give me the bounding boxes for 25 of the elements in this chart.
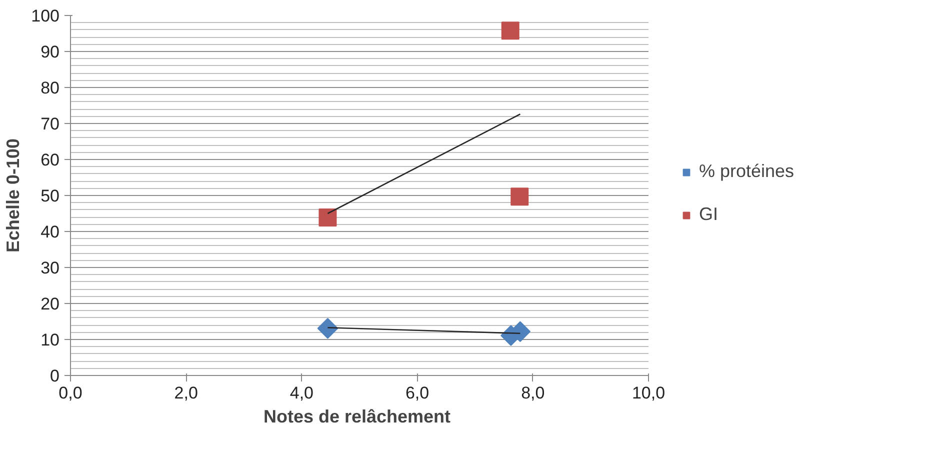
legend-label: GI <box>699 204 719 225</box>
y-tick-label: 40 <box>40 222 60 242</box>
point <box>501 22 520 40</box>
y-tick-label: 90 <box>40 42 60 62</box>
point <box>317 318 338 339</box>
y-tick-label: 20 <box>40 294 60 314</box>
y-tick-label: 50 <box>40 186 60 206</box>
y-tick-label: 10 <box>40 330 60 350</box>
x-tick-label: 6,0 <box>405 384 430 402</box>
x-tick-label: 10,0 <box>632 384 666 402</box>
y-tick-label: 80 <box>40 78 60 98</box>
y-tick-label: 100 <box>31 6 60 26</box>
point <box>318 208 337 226</box>
x-tick-label: 4,0 <box>290 384 314 402</box>
x-tick-label: 0,0 <box>58 384 82 402</box>
x-tick-label: 8,0 <box>521 384 545 402</box>
y-axis-title: Echelle 0-100 <box>3 138 24 253</box>
point <box>510 188 529 206</box>
x-tick-label: 2,0 <box>174 384 198 402</box>
y-tick-label: 0 <box>50 366 60 386</box>
y-tick-label: 30 <box>40 258 60 278</box>
legend-label: % protéines <box>699 161 794 182</box>
y-tick-label: 70 <box>40 114 60 134</box>
y-tick-label: 60 <box>40 150 60 170</box>
x-axis-title: Notes de relâchement <box>263 406 451 426</box>
